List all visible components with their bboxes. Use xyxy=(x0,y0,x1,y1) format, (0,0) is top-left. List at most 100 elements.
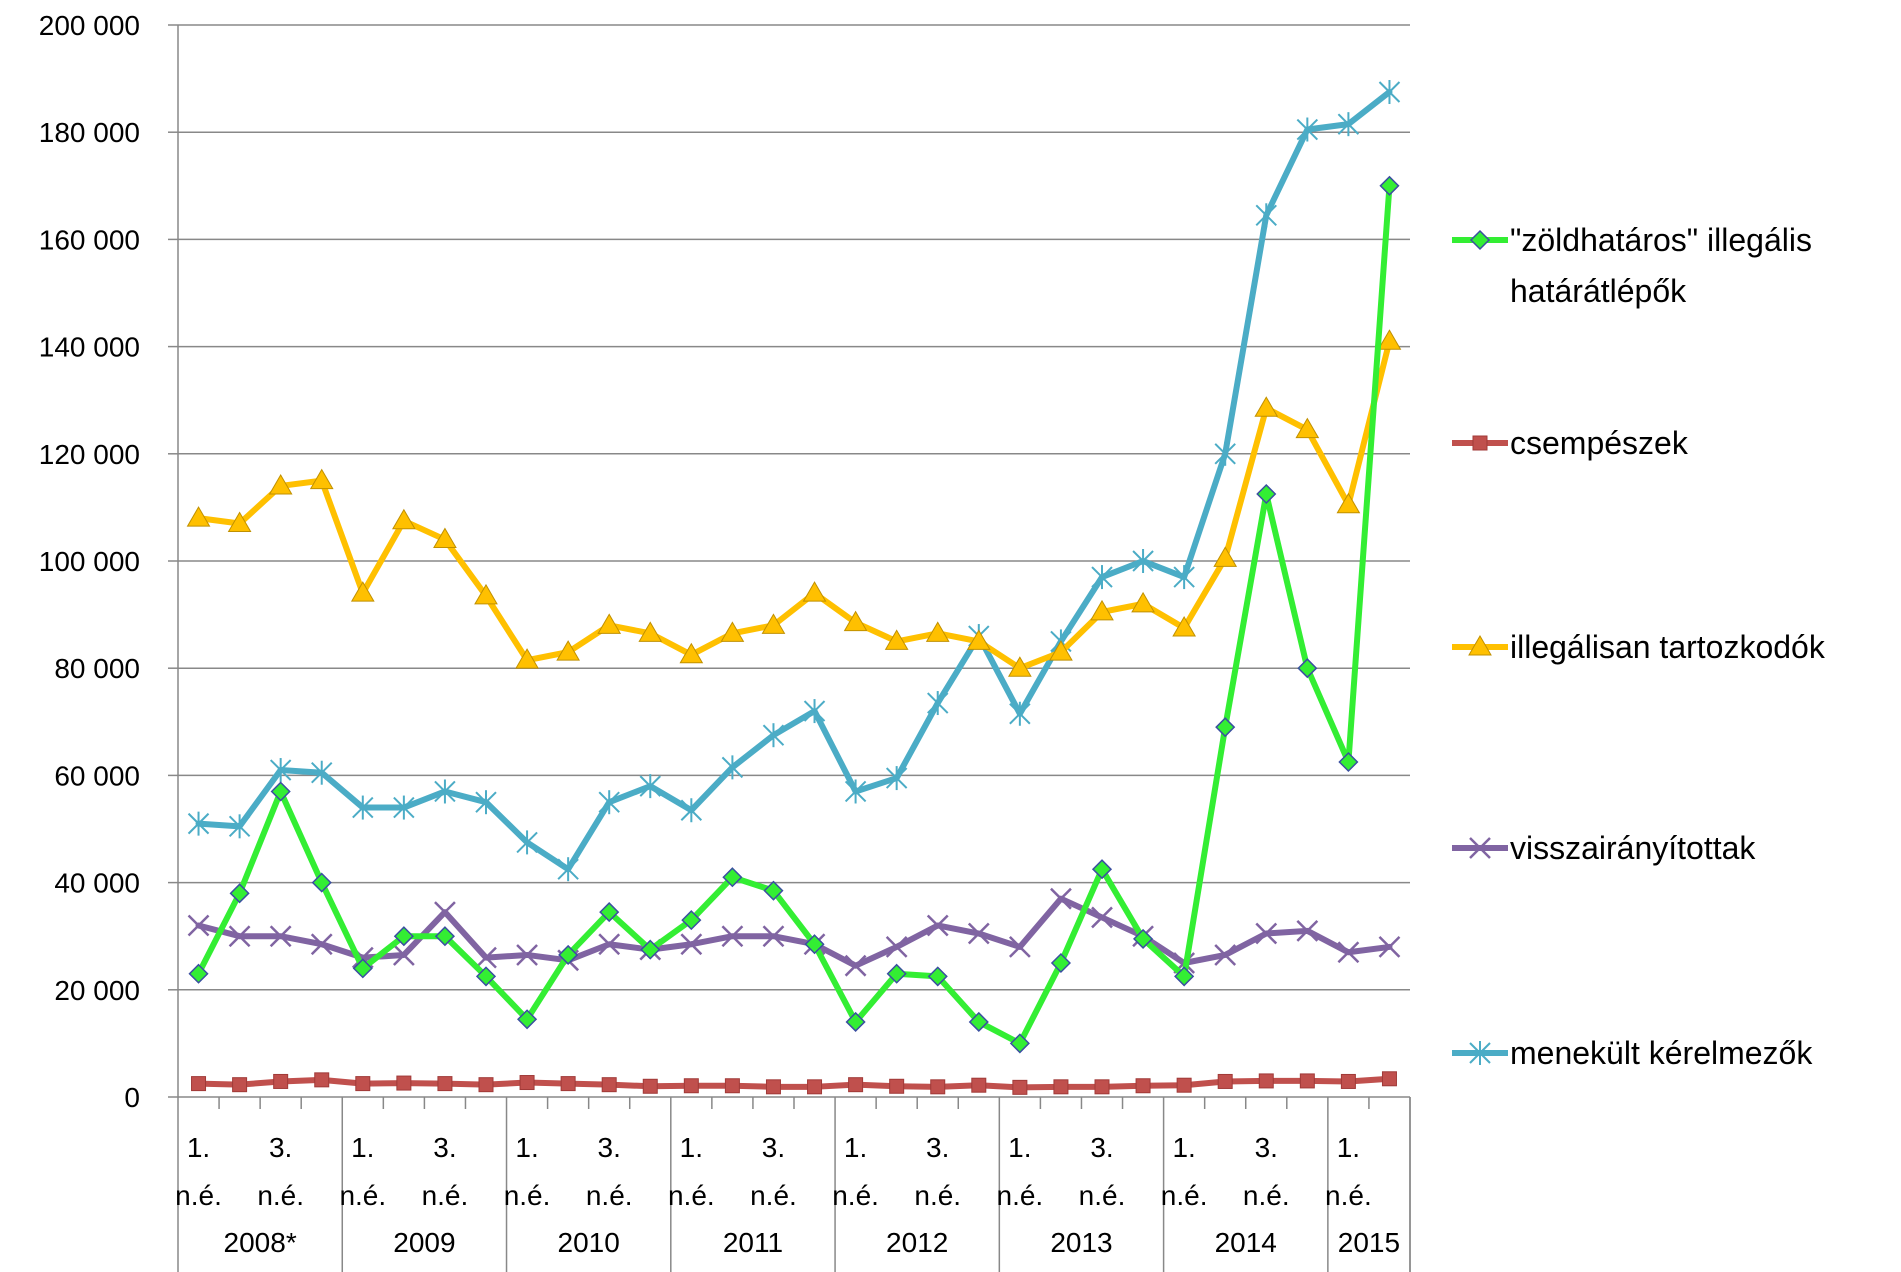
data-point xyxy=(1295,417,1320,439)
data-point xyxy=(807,1079,823,1095)
data-point xyxy=(1213,546,1238,567)
data-point xyxy=(1133,928,1154,949)
data-point xyxy=(1379,175,1400,196)
data-point xyxy=(228,925,251,948)
data-point xyxy=(1336,492,1361,514)
data-point xyxy=(681,910,702,931)
data-point xyxy=(188,963,209,984)
data-point xyxy=(1091,859,1113,880)
data-point xyxy=(517,1009,538,1030)
data-point xyxy=(1135,1078,1151,1094)
data-point xyxy=(1131,591,1155,613)
data-point xyxy=(352,958,373,979)
year-label: 2009 xyxy=(393,1227,455,1258)
data-point xyxy=(310,933,333,956)
gridlines xyxy=(178,24,1410,991)
data-point xyxy=(930,1079,946,1095)
x-tick-label-line2: n.é. xyxy=(257,1180,304,1211)
data-point xyxy=(925,621,950,642)
data-point xyxy=(191,1076,207,1092)
x-tick-label-line1: 3. xyxy=(1090,1132,1113,1163)
data-point xyxy=(803,699,826,724)
data-point xyxy=(720,621,745,642)
x-tick-label-line2: n.é. xyxy=(914,1180,961,1211)
data-point-stroke xyxy=(844,954,867,977)
series-line xyxy=(195,338,1393,672)
y-tick-label: 200 000 xyxy=(39,10,140,41)
data-point xyxy=(311,760,333,785)
data-point xyxy=(598,790,620,815)
y-tick-label: 160 000 xyxy=(39,224,140,255)
data-point xyxy=(802,581,827,602)
data-point xyxy=(1050,887,1072,910)
data-point xyxy=(516,830,538,855)
data-point xyxy=(804,934,825,955)
legend-label: "zöldhatáros" illegális xyxy=(1510,222,1812,258)
data-point xyxy=(434,926,455,947)
data-point xyxy=(393,795,415,820)
x-tick-label-line1: 1. xyxy=(515,1132,538,1163)
data-point xyxy=(434,779,456,804)
legend-item: menekült kérelmezők xyxy=(1452,1035,1813,1071)
year-label: 2010 xyxy=(558,1227,620,1258)
data-point xyxy=(519,1075,535,1091)
x-tick-label-line2: n.é. xyxy=(997,1180,1044,1211)
y-tick-label: 0 xyxy=(124,1082,140,1113)
data-point-stroke xyxy=(1008,936,1031,958)
data-point xyxy=(597,613,622,634)
data-point xyxy=(762,925,785,948)
data-point xyxy=(187,811,210,836)
data-point xyxy=(1296,117,1319,142)
series-line xyxy=(195,895,1393,969)
data-point xyxy=(187,914,210,937)
y-tick-label: 140 000 xyxy=(39,332,140,363)
data-point xyxy=(680,798,703,823)
data-point xyxy=(396,1075,412,1091)
data-point xyxy=(679,642,704,664)
data-point xyxy=(1007,656,1032,677)
data-point xyxy=(639,774,661,799)
data-point xyxy=(232,1077,248,1093)
data-point-stroke xyxy=(926,914,949,937)
x-tick-label-line2: n.é. xyxy=(1243,1180,1290,1211)
data-point xyxy=(889,1078,905,1094)
data-point xyxy=(1378,936,1401,958)
data-point-stroke xyxy=(269,925,292,948)
legend: "zöldhatáros" illegális határátlépők csemp… xyxy=(1452,222,1826,1071)
data-point xyxy=(1050,952,1071,974)
data-point xyxy=(926,914,949,937)
data-point xyxy=(1090,599,1114,621)
data-point xyxy=(761,613,786,634)
year-label: 2011 xyxy=(723,1227,783,1258)
x-tick-label-line2: n.é. xyxy=(175,1180,222,1211)
data-point xyxy=(1215,717,1236,738)
data-point xyxy=(640,939,661,960)
series xyxy=(187,887,1401,977)
data-point xyxy=(1091,565,1113,590)
data-point xyxy=(763,880,784,901)
x-tick-label-line1: 1. xyxy=(1172,1132,1195,1163)
data-point xyxy=(515,648,539,669)
data-point xyxy=(601,1077,617,1093)
data-point-stroke xyxy=(1050,887,1072,910)
data-point xyxy=(844,779,867,804)
y-tick-label: 120 000 xyxy=(39,439,140,470)
data-point xyxy=(560,1076,576,1092)
data-point xyxy=(1377,329,1402,350)
x-tick-label-line2: n.é. xyxy=(422,1180,469,1211)
y-tick-label: 100 000 xyxy=(39,546,140,577)
x-tick-label-line1: 3. xyxy=(269,1132,292,1163)
data-point-stroke xyxy=(1214,944,1237,966)
series xyxy=(188,175,1400,1054)
x-tick-label-line1: 1. xyxy=(844,1132,867,1163)
series-line xyxy=(195,1075,1393,1091)
data-point xyxy=(1172,616,1197,637)
data-point xyxy=(680,933,703,956)
data-point xyxy=(721,925,744,948)
data-point xyxy=(311,872,332,893)
x-tick-label-line2: n.é. xyxy=(504,1180,551,1211)
legend-item: csempészek xyxy=(1452,425,1689,461)
data-point xyxy=(845,1011,866,1033)
data-point xyxy=(927,691,949,716)
x-tick-label-line1: 3. xyxy=(762,1132,785,1163)
